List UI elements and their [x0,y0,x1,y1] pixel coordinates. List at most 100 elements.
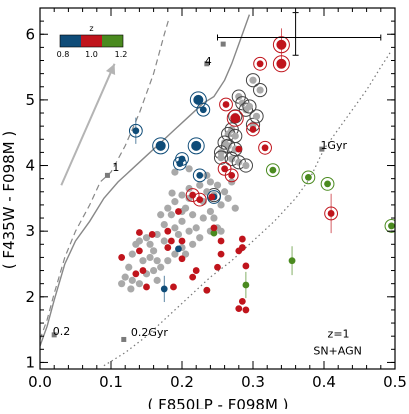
data-point [238,235,246,243]
colorbar-tick-label: 1.2 [115,50,128,59]
data-point [171,168,179,176]
data-point [153,257,161,265]
data-point [217,250,225,258]
data-point [231,204,239,212]
data-point [164,227,172,235]
data-point [135,280,143,288]
data-point [176,160,184,167]
annotation-label: 0.2 [53,325,71,338]
data-point [217,154,225,162]
data-point [196,181,204,189]
data-point [276,58,287,69]
track-solid [40,14,251,347]
data-point [189,211,197,219]
data-point [157,211,165,219]
data-point [178,255,186,263]
x-tick-label: 0.3 [241,373,265,391]
annotation-label: z=1 [328,327,350,340]
data-point [148,231,156,238]
point-ring [320,177,335,191]
data-point [167,237,175,245]
data-point [168,189,176,197]
data-point [217,201,225,209]
data-point [132,270,140,278]
annotation-label: 1 [112,161,119,174]
point-ring [301,170,316,185]
data-point [118,254,126,261]
point-ring [172,156,187,171]
data-point [224,194,232,202]
data-point [185,184,193,193]
data-point [139,257,147,265]
point-ring [219,97,233,112]
data-point [231,132,239,140]
data-point [252,112,261,120]
point-ring [265,163,280,178]
data-point [256,86,264,94]
data-point [193,94,204,105]
point-ring [384,219,395,233]
colorbar-frame [59,34,124,48]
x-tick-label: 0.0 [28,373,52,391]
data-point [174,230,183,239]
data-point [167,211,175,219]
data-point [150,266,158,275]
data-point [203,171,211,179]
data-point [206,178,214,186]
point-ring [185,188,200,202]
data-point [242,161,250,170]
data-point [261,144,269,152]
point-ring [226,109,244,127]
reddening-arrow-head [105,63,116,75]
point-ring [192,168,207,183]
data-point [196,196,204,204]
x-tick-label: 0.5 [383,373,407,391]
data-point [228,155,236,163]
data-point [242,262,250,270]
data-point [192,224,200,232]
annotations: z=1 SN+AGN 4 1 0.2 1Gyr 0.2Gyr [53,12,382,358]
data-point [175,245,182,253]
data-point [175,208,182,215]
y-tick-label: 1 [25,353,35,371]
track-marker [104,172,110,178]
colorbar-label: z [89,24,93,33]
x-axis-title: ( F850LP - F098M ) [147,396,288,409]
data-point [127,285,135,293]
y-tick-label: 2 [25,288,35,306]
data-point [230,113,241,124]
data-point [249,126,257,133]
data-point [132,240,140,248]
data-point [208,193,216,201]
data-point [224,142,232,150]
data-point [304,173,312,181]
y-tick-label: 5 [25,91,35,109]
data-point [196,234,204,242]
point-ring [217,135,232,150]
data-point [189,273,197,281]
data-point [210,229,218,237]
data-point [221,165,229,173]
data-point [288,257,296,265]
point-ring [242,99,257,114]
point-ring [128,123,143,138]
data-point [157,263,165,271]
data-point [146,253,154,262]
data-point [388,222,395,230]
data-point [221,188,229,196]
data-point [213,181,222,189]
point-ring [224,168,239,183]
data-point [128,276,136,284]
point-ring [189,91,207,109]
data-point [153,276,161,284]
track-marker [51,332,57,338]
y-tick-label: 4 [25,157,35,175]
data-point [199,106,207,114]
colorbar-segment [102,35,123,47]
data-point [150,247,158,255]
data-point [199,214,207,222]
point-ring [207,190,221,204]
colorbar-tick-label: 0.8 [57,50,70,59]
annotation-label: 1Gyr [320,139,347,152]
